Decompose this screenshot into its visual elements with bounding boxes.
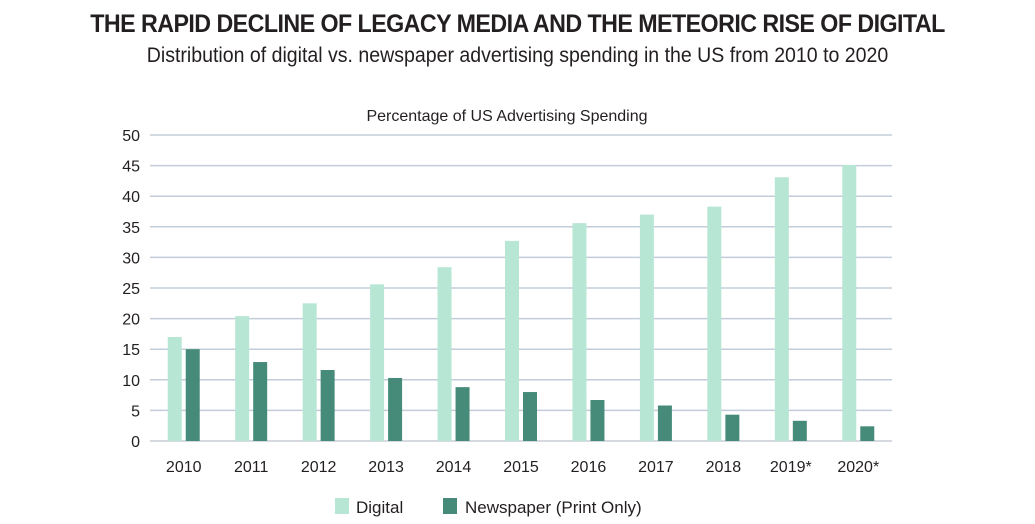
- bar-digital-2010: [167, 336, 182, 441]
- y-tick-label: 50: [122, 128, 140, 145]
- y-tick-label: 0: [131, 434, 140, 451]
- x-tick-label: 2013: [368, 459, 404, 476]
- bars: [167, 164, 875, 441]
- bar-newspaper-2015: [523, 392, 537, 441]
- x-tick-label: 2020*: [837, 459, 879, 476]
- y-tick-label: 5: [131, 403, 140, 420]
- legend-swatch-digital: [335, 498, 349, 514]
- y-tick-label: 10: [122, 373, 140, 390]
- y-tick-label: 25: [122, 281, 140, 298]
- bar-newspaper-2020: [860, 426, 875, 441]
- y-tick-label: 35: [122, 220, 140, 237]
- bar-newspaper-2016: [590, 399, 605, 441]
- bar-newspaper-2018: [725, 414, 740, 441]
- legend-label-digital: Digital: [356, 498, 403, 517]
- y-tick-label: 45: [122, 159, 140, 176]
- bar-newspaper-2013: [388, 377, 403, 441]
- x-tick-label: 2011: [234, 459, 269, 476]
- bar-digital-2011: [235, 316, 250, 441]
- y-tick-label: 30: [122, 250, 140, 267]
- y-tick-label: 15: [122, 342, 140, 359]
- bar-digital-2016: [572, 223, 587, 441]
- bar-digital-2018: [707, 206, 722, 441]
- bar-digital-2020: [842, 164, 857, 441]
- plot-title: Percentage of US Advertising Spending: [366, 108, 647, 125]
- bar-newspaper-2012: [320, 370, 335, 441]
- x-axis-ticks: 2010 2011 2012 2013 2014 2015 2016 2017 2018 2019…: [166, 459, 879, 476]
- bar-newspaper-2014: [455, 387, 470, 441]
- x-tick-label: 2019*: [770, 459, 812, 476]
- bar-digital-2017: [639, 214, 654, 441]
- bar-digital-2015: [505, 240, 519, 441]
- x-tick-label: 2016: [571, 459, 607, 476]
- x-tick-label: 2017: [638, 459, 674, 476]
- bar-digital-2014: [437, 267, 452, 441]
- y-tick-label: 40: [122, 189, 140, 206]
- bar-digital-2012: [302, 303, 317, 441]
- x-tick-label: 2010: [166, 459, 202, 476]
- bar-newspaper-2011: [253, 362, 268, 441]
- chart-title: THE RAPID DECLINE OF LEGACY MEDIA AND TH…: [90, 10, 945, 38]
- bar-newspaper-2010: [185, 349, 200, 441]
- bar-digital-2019: [774, 177, 789, 441]
- legend: Digital Newspaper (Print Only): [335, 498, 642, 517]
- y-tick-label: 20: [122, 312, 140, 329]
- x-tick-label: 2018: [706, 459, 742, 476]
- bar-digital-2013: [370, 284, 385, 441]
- legend-label-newspaper: Newspaper (Print Only): [465, 498, 642, 517]
- bar-newspaper-2019: [792, 420, 807, 441]
- x-tick-label: 2014: [436, 459, 472, 476]
- legend-swatch-newspaper: [443, 498, 457, 514]
- x-tick-label: 2015: [503, 459, 539, 476]
- bar-newspaper-2017: [657, 405, 672, 441]
- x-tick-label: 2012: [301, 459, 337, 476]
- y-axis-ticks: 0 5 10 15 20 25 30 35 40 45 50: [122, 128, 140, 451]
- chart-subtitle: Distribution of digital vs. newspaper ad…: [146, 44, 889, 67]
- gridlines: [150, 134, 892, 442]
